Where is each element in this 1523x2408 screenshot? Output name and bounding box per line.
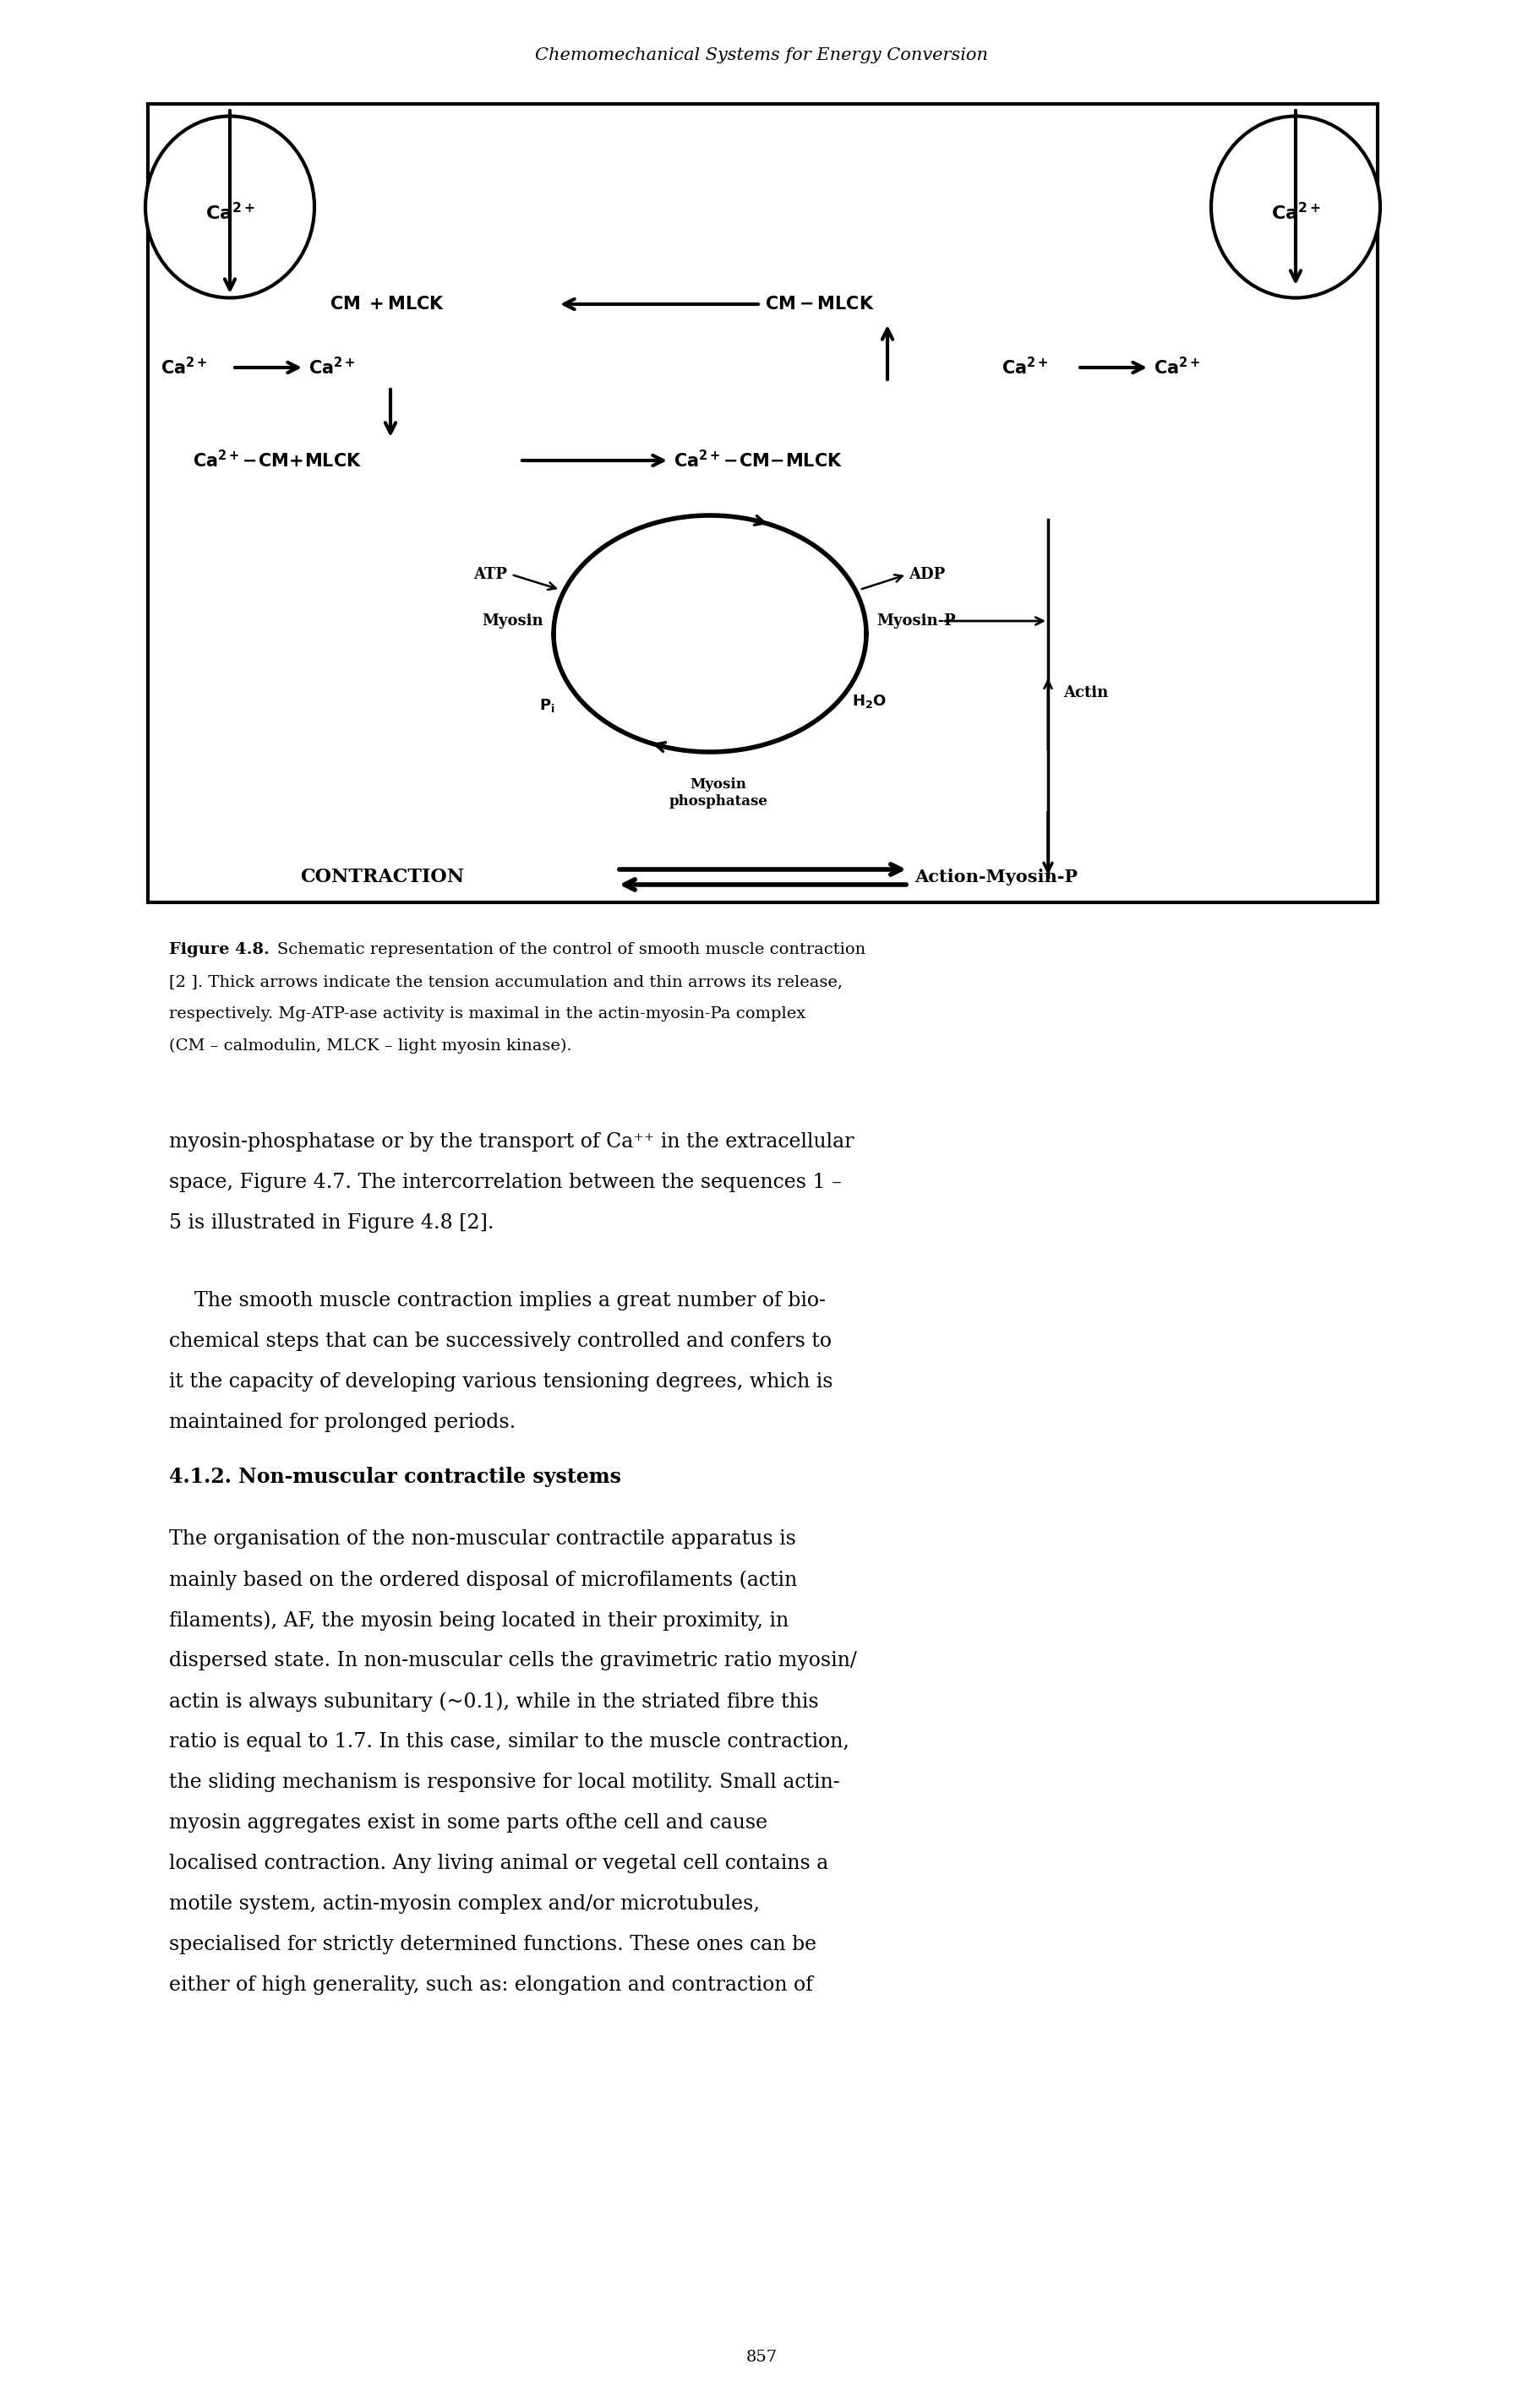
Text: ADP: ADP [909, 566, 946, 583]
Text: $\mathbf{P_i}$: $\mathbf{P_i}$ [539, 696, 556, 713]
Bar [148, 104, 1378, 903]
Text: 5 is illustrated in Figure 4.8 [2].: 5 is illustrated in Figure 4.8 [2]. [169, 1214, 493, 1233]
Text: $\mathbf{Ca^{2+}}$: $\mathbf{Ca^{2+}}$ [160, 356, 207, 378]
Text: The smooth muscle contraction implies a great number of bio-: The smooth muscle contraction implies a … [169, 1291, 825, 1310]
Ellipse shape [145, 116, 314, 299]
Text: ratio is equal to 1.7. In this case, similar to the muscle contraction,: ratio is equal to 1.7. In this case, sim… [169, 1731, 850, 1751]
Text: $\mathbf{Ca^{2+}}$: $\mathbf{Ca^{2+}}$ [206, 202, 254, 224]
Text: $\mathbf{CM-MLCK}$: $\mathbf{CM-MLCK}$ [765, 296, 874, 313]
Text: $\mathbf{Ca^{2+}\!-\!CM\!+\!MLCK}$: $\mathbf{Ca^{2+}\!-\!CM\!+\!MLCK}$ [193, 450, 362, 472]
Text: $\mathbf{Ca^{2+}}$: $\mathbf{Ca^{2+}}$ [1153, 356, 1200, 378]
Text: specialised for strictly determined functions. These ones can be: specialised for strictly determined func… [169, 1936, 816, 1955]
Text: myosin aggregates exist in some parts ofthe cell and cause: myosin aggregates exist in some parts of… [169, 1813, 768, 1832]
Text: $\mathbf{H_2O}$: $\mathbf{H_2O}$ [851, 694, 886, 710]
Text: $\mathbf{Ca^{2+}\!-\!CM\!-\!MLCK}$: $\mathbf{Ca^{2+}\!-\!CM\!-\!MLCK}$ [673, 450, 842, 472]
Text: 857: 857 [746, 2350, 777, 2365]
Text: Schematic representation of the control of smooth muscle contraction: Schematic representation of the control … [277, 942, 865, 958]
Text: filaments), AF, the myosin being located in their proximity, in: filaments), AF, the myosin being located… [169, 1611, 789, 1630]
Text: ATP: ATP [474, 566, 507, 583]
Text: Myosin: Myosin [483, 614, 544, 628]
Text: (CM – calmodulin, MLCK – light myosin kinase).: (CM – calmodulin, MLCK – light myosin ki… [169, 1038, 571, 1055]
Text: Chemomechanical Systems for Energy Conversion: Chemomechanical Systems for Energy Conve… [535, 46, 988, 63]
Text: localised contraction. Any living animal or vegetal cell contains a: localised contraction. Any living animal… [169, 1854, 829, 1873]
Text: either of high generality, such as: elongation and contraction of: either of high generality, such as: elon… [169, 1975, 813, 1994]
Text: myosin-phosphatase or by the transport of Ca⁺⁺ in the extracellular: myosin-phosphatase or by the transport o… [169, 1132, 854, 1151]
Text: respectively. Mg-ATP-ase activity is maximal in the actin-myosin-Pa complex: respectively. Mg-ATP-ase activity is max… [169, 1007, 806, 1021]
Text: chemical steps that can be successively controlled and confers to: chemical steps that can be successively … [169, 1332, 832, 1351]
Text: maintained for prolonged periods.: maintained for prolonged periods. [169, 1413, 516, 1433]
Text: $\mathbf{CM\ +MLCK}$: $\mathbf{CM\ +MLCK}$ [329, 296, 445, 313]
Text: the sliding mechanism is responsive for local motility. Small actin-: the sliding mechanism is responsive for … [169, 1772, 839, 1792]
Ellipse shape [1211, 116, 1380, 299]
Text: space, Figure 4.7. The intercorrelation between the sequences 1 –: space, Figure 4.7. The intercorrelation … [169, 1173, 842, 1192]
Text: actin is always subunitary (~0.1), while in the striated fibre this: actin is always subunitary (~0.1), while… [169, 1690, 819, 1712]
Text: $\mathbf{Ca^{2+}}$: $\mathbf{Ca^{2+}}$ [309, 356, 355, 378]
Text: it the capacity of developing various tensioning degrees, which is: it the capacity of developing various te… [169, 1373, 833, 1392]
Text: Myosin-P: Myosin-P [876, 614, 955, 628]
Text: $\mathbf{Ca^{2+}}$: $\mathbf{Ca^{2+}}$ [1002, 356, 1048, 378]
Text: dispersed state. In non-muscular cells the gravimetric ratio myosin/: dispersed state. In non-muscular cells t… [169, 1652, 857, 1671]
Text: mainly based on the ordered disposal of microfilaments (actin: mainly based on the ordered disposal of … [169, 1570, 797, 1589]
Text: [2 ]. Thick arrows indicate the tension accumulation and thin arrows its release: [2 ]. Thick arrows indicate the tension … [169, 975, 842, 990]
Text: Figure 4.8.: Figure 4.8. [169, 942, 270, 958]
Text: $\mathbf{Ca^{2+}}$: $\mathbf{Ca^{2+}}$ [1270, 202, 1320, 224]
Text: motile system, actin-myosin complex and/or microtubules,: motile system, actin-myosin complex and/… [169, 1895, 760, 1914]
Text: Actin: Actin [1063, 686, 1109, 701]
Text: CONTRACTION: CONTRACTION [300, 867, 465, 886]
Text: 4.1.2. Non-muscular contractile systems: 4.1.2. Non-muscular contractile systems [169, 1466, 621, 1488]
Text: The organisation of the non-muscular contractile apparatus is: The organisation of the non-muscular con… [169, 1529, 797, 1548]
Text: Action-Myosin-P: Action-Myosin-P [914, 869, 1078, 886]
Text: Myosin
phosphatase: Myosin phosphatase [669, 778, 768, 809]
